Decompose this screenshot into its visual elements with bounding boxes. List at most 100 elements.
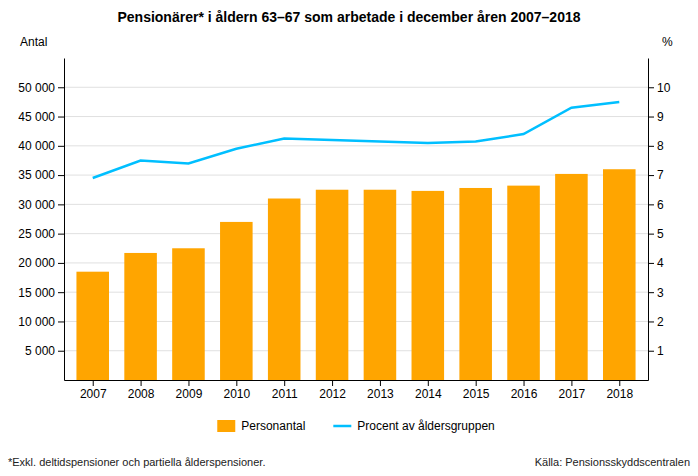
legend: Personantal Procent av åldersgruppen [217, 419, 494, 433]
tick-mark [476, 380, 477, 386]
legend-item: Personantal [217, 419, 305, 433]
grid-line [64, 116, 648, 117]
tick-label: 2007 [80, 387, 107, 401]
tick-label: 6 [657, 198, 664, 212]
tick-mark [93, 380, 94, 386]
legend-label: Personantal [241, 419, 305, 433]
tick-label: 1 [657, 344, 664, 358]
bar [555, 174, 588, 380]
marks [76, 102, 635, 380]
tick-label: 2014 [415, 387, 442, 401]
tick: 25 000 [18, 227, 64, 241]
tick-label: 20 000 [18, 256, 55, 270]
tick: 30 000 [18, 198, 64, 212]
tick: 2 [648, 315, 664, 329]
tick-mark [648, 234, 654, 235]
tick: 15 000 [18, 286, 64, 300]
bar [364, 190, 397, 380]
tick-label: 30 000 [18, 198, 55, 212]
annotation: *Exkl. deltidspensioner och partiella ål… [8, 456, 265, 468]
tick: 2013 [367, 380, 394, 401]
tick-label: 7 [657, 168, 664, 182]
tick-label: 2 [657, 315, 664, 329]
tick: 5 000 [25, 344, 64, 358]
tick: 7 [648, 168, 664, 182]
tick-mark [648, 263, 654, 264]
axis-domain [648, 59, 649, 381]
bar [412, 191, 445, 380]
tick: 5 [648, 227, 664, 241]
tick-mark [58, 351, 64, 352]
legend-item: Procent av åldersgruppen [333, 419, 494, 433]
axis: 1 2 3 4 5 6 7 8 9 10 [648, 59, 671, 381]
chart: 2007200820092010201120122013201420152016… [0, 0, 698, 476]
tick: 2009 [176, 380, 203, 401]
bar [459, 188, 492, 380]
tick-mark [58, 175, 64, 176]
tick-label: 35 000 [18, 168, 55, 182]
tick: 2017 [559, 380, 586, 401]
tick-label: 40 000 [18, 139, 55, 153]
tick: 2016 [511, 380, 538, 401]
tick: 10 [648, 81, 671, 95]
axis: 5 00010 00015 00020 00025 00030 00035 00… [18, 59, 64, 381]
tick-label: 10 [657, 81, 671, 95]
grid-line [64, 145, 648, 146]
tick: 40 000 [18, 139, 64, 153]
tick-mark [648, 204, 654, 205]
legend-swatch [333, 425, 351, 428]
tick: 2011 [272, 380, 298, 401]
tick-mark [571, 380, 572, 386]
tick-label: 9 [657, 110, 664, 124]
tick: 3 [648, 286, 664, 300]
bar [124, 253, 157, 380]
tick-label: 2016 [511, 387, 538, 401]
tick-mark [648, 175, 654, 176]
bar [316, 190, 349, 380]
tick-mark [648, 351, 654, 352]
axis-label: % [662, 35, 673, 49]
tick: 4 [648, 256, 664, 270]
annotation: Källa: Pensionsskyddscentralen [535, 456, 690, 468]
bar-series [76, 169, 635, 380]
title: Pensionärer* i åldern 63–67 som arbetade… [117, 9, 580, 25]
tick: 2012 [319, 380, 346, 401]
axis-domain [64, 59, 65, 381]
tick-mark [284, 380, 285, 386]
tick: 35 000 [18, 168, 64, 182]
tick-mark [58, 117, 64, 118]
tick-label: 5 000 [25, 344, 55, 358]
tick-mark [58, 321, 64, 322]
tick-mark [648, 87, 654, 88]
tick-label: 45 000 [18, 110, 55, 124]
tick-label: 5 [657, 227, 664, 241]
tick: 50 000 [18, 81, 64, 95]
tick-mark [236, 380, 237, 386]
tick-mark [58, 87, 64, 88]
tick-label: 3 [657, 286, 664, 300]
tick-mark [141, 380, 142, 386]
tick-mark [648, 321, 654, 322]
tick-mark [619, 380, 620, 386]
grid-line [64, 87, 648, 88]
tick-mark [524, 380, 525, 386]
tick-label: 25 000 [18, 227, 55, 241]
bar [268, 199, 301, 380]
tick-mark [380, 380, 381, 386]
tick-label: 2009 [176, 387, 203, 401]
tick: 9 [648, 110, 664, 124]
tick-mark [648, 117, 654, 118]
plot-area: 2007200820092010201120122013201420152016… [18, 59, 670, 401]
tick-mark [58, 146, 64, 147]
tick: 1 [648, 344, 664, 358]
tick-mark [58, 292, 64, 293]
bar [507, 186, 540, 380]
legend-swatch [217, 420, 235, 432]
legend-label: Procent av åldersgruppen [357, 419, 494, 433]
tick-label: 15 000 [18, 286, 55, 300]
bar [172, 248, 205, 380]
line [93, 102, 620, 178]
tick: 6 [648, 198, 664, 212]
tick-label: 2008 [128, 387, 155, 401]
tick-label: 8 [657, 139, 664, 153]
